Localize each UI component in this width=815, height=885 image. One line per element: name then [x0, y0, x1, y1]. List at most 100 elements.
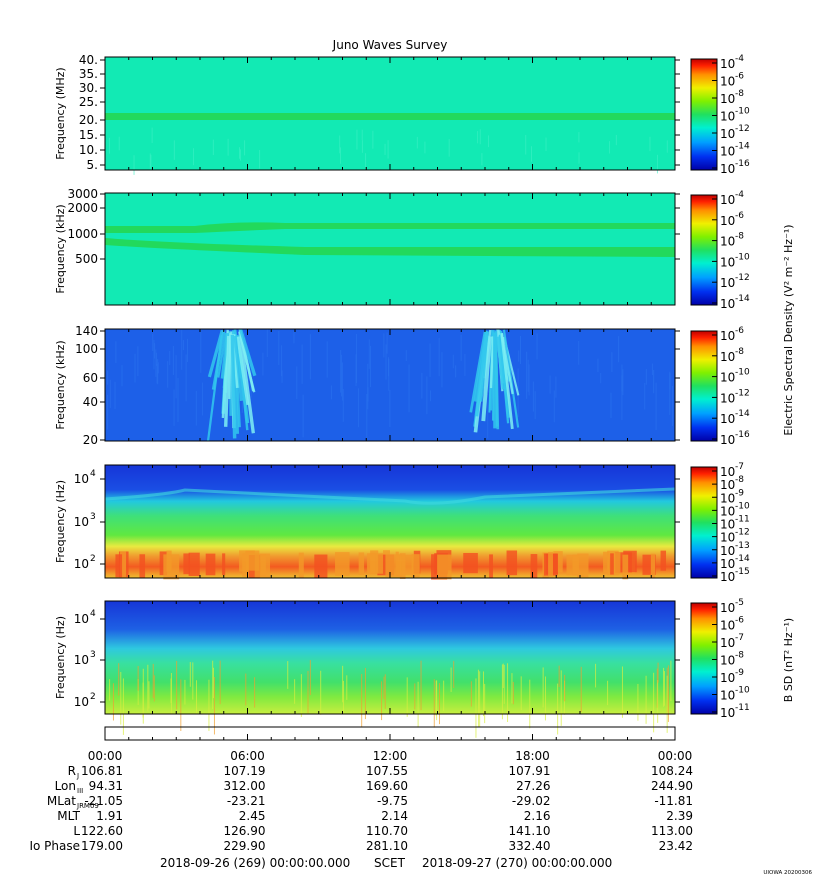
ephemeris-value: 122.60 [81, 824, 123, 838]
noise-streak [664, 671, 665, 706]
colorbar-tick-label: 10 [720, 478, 735, 492]
noise-streak [115, 382, 116, 409]
emission-block [385, 554, 401, 577]
emission-block [614, 552, 620, 572]
noise-streak [154, 343, 155, 358]
noise-streak [365, 153, 366, 169]
colorbar-tick-exponent: -11 [735, 515, 750, 525]
colorbar-tick-label: 10 [720, 391, 735, 405]
y-tick-label: 500 [75, 252, 98, 266]
noise-streak [533, 382, 534, 412]
colorbar [691, 59, 717, 170]
colorbar [691, 603, 717, 714]
noise-streak [449, 139, 450, 157]
ephemeris-row-label: MLT [57, 809, 80, 823]
ephemeris-value: 107.55 [366, 764, 408, 778]
ephemeris-row-label: R [68, 764, 76, 778]
colorbar-tick-label: 10 [720, 110, 735, 124]
emission-block [359, 552, 364, 574]
colorbar-tick-label: 10 [720, 145, 735, 159]
noise-streak [358, 388, 359, 427]
colorbar-tick-exponent: -14 [735, 294, 750, 304]
emission-block [222, 553, 225, 575]
noise-streak [526, 352, 527, 399]
colorbar-tick-label: 10 [720, 531, 735, 545]
noise-streak [356, 334, 357, 383]
ephemeris-value: 126.90 [224, 824, 266, 838]
ephemeris-value: 2.39 [666, 809, 693, 823]
noise-streak [254, 677, 255, 707]
noise-streak [367, 387, 368, 401]
y-tick-label: 1000 [67, 227, 98, 241]
noise-streak [138, 666, 139, 691]
noise-streak [362, 140, 363, 153]
emission-block [260, 554, 266, 576]
noise-streak [607, 681, 608, 705]
noise-streak [187, 339, 188, 362]
ephemeris-value: -11.81 [654, 794, 693, 808]
noise-streak [652, 364, 653, 375]
noise-streak [107, 371, 108, 385]
noise-streak [310, 660, 311, 695]
ephemeris-value: 106.81 [81, 764, 123, 778]
noise-streak [475, 678, 476, 737]
colorbar-tick-exponent: -6 [735, 616, 744, 626]
noise-streak [478, 670, 479, 727]
noise-streak [213, 140, 214, 156]
y-tick-exponent: 3 [90, 650, 96, 660]
colorbar [691, 195, 717, 305]
y-tick-label: 30. [79, 81, 98, 95]
noise-streak [282, 370, 283, 383]
colorbar-tick-label: 10 [720, 654, 735, 668]
emission-block [463, 553, 478, 573]
noise-streak [670, 373, 671, 389]
colorbar-tick-exponent: -7 [735, 462, 744, 472]
noise-streak [296, 366, 297, 399]
noise-streak [119, 137, 120, 151]
noise-streak [301, 674, 302, 717]
noise-streak [513, 682, 514, 704]
y-tick-label: 20. [79, 113, 98, 127]
noise-streak [174, 389, 175, 425]
colorbar-tick-label: 10 [720, 214, 735, 228]
noise-streak [157, 364, 158, 384]
colorbar-tick-exponent: -12 [735, 388, 750, 398]
noise-streak [611, 393, 612, 418]
y-axis-label: Frequency (Hz) [54, 480, 67, 563]
noise-streak [308, 671, 309, 713]
colorbar-tick-label: 10 [720, 706, 735, 720]
y-tick-label: 60 [83, 371, 98, 385]
noise-streak [262, 353, 263, 376]
noise-streak [658, 663, 659, 683]
noise-streak [384, 677, 385, 700]
emission-block [335, 552, 350, 576]
noise-streak [663, 668, 664, 707]
footer-end: 2018-09-27 (270) 00:00:00.000 [422, 856, 612, 870]
noise-streak [600, 373, 601, 383]
colorbar [691, 331, 717, 441]
noise-streak [430, 343, 431, 376]
noise-streak [480, 129, 481, 144]
ephemeris-value: 2.45 [239, 809, 266, 823]
noise-streak [181, 330, 182, 370]
noise-streak [346, 675, 347, 700]
colorbar-tick-label: 10 [720, 297, 735, 311]
noise-streak [609, 141, 610, 153]
noise-streak [622, 666, 623, 717]
noise-streak [356, 130, 357, 150]
noise-streak [451, 667, 452, 691]
emission-block [189, 553, 200, 576]
y-tick-label: 25. [79, 95, 98, 109]
noise-streak [327, 341, 328, 377]
colorbar-tick-exponent: -8 [735, 475, 744, 485]
colorbar-tick-exponent: -12 [735, 528, 750, 538]
noise-streak [670, 661, 671, 701]
noise-streak [507, 663, 508, 722]
noise-streak [439, 683, 440, 724]
noise-streak [147, 665, 148, 712]
y-axis-label: Frequency (kHz) [54, 340, 67, 429]
emission-band [105, 113, 675, 120]
colorbar-tick-label: 10 [720, 127, 735, 141]
colorbar-tick-exponent: -9 [735, 488, 744, 498]
